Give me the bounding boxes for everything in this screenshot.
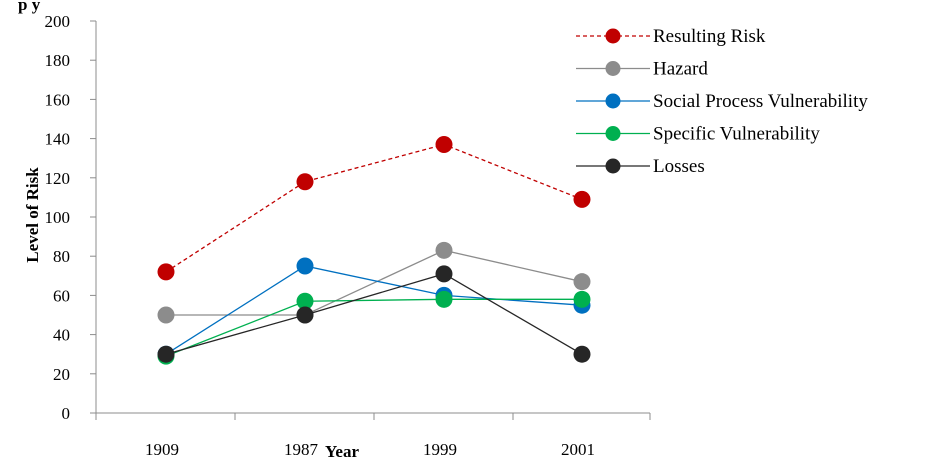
y-tick-label: 0 bbox=[62, 404, 71, 423]
data-point bbox=[435, 241, 453, 259]
x-axis: 1909 1987 1999 2001 bbox=[95, 412, 651, 459]
legend-label: Losses bbox=[653, 156, 705, 177]
y-tick-label: 180 bbox=[45, 51, 71, 70]
series-line bbox=[166, 249, 583, 316]
data-point bbox=[157, 345, 175, 363]
series-hazard bbox=[157, 241, 591, 324]
x-tick-label: 1999 bbox=[423, 440, 457, 459]
data-point bbox=[296, 257, 314, 275]
legend-marker bbox=[605, 126, 621, 141]
y-tick-label: 140 bbox=[45, 130, 71, 149]
legend-label: Specific Vulnerability bbox=[653, 124, 820, 145]
y-tick-label: 200 bbox=[45, 12, 71, 31]
y-tick-label: 160 bbox=[45, 90, 71, 109]
x-tick-label: 2001 bbox=[561, 440, 595, 459]
legend-marker bbox=[605, 158, 621, 174]
data-point bbox=[435, 135, 453, 153]
y-tick-label: 100 bbox=[45, 208, 71, 227]
y-tick-label: 60 bbox=[53, 286, 70, 305]
legend-marker bbox=[605, 61, 621, 76]
data-point bbox=[435, 290, 453, 308]
x-tick-label: 1909 bbox=[145, 440, 179, 459]
series-resulting-risk bbox=[157, 135, 591, 281]
series-line bbox=[165, 265, 583, 355]
series-losses bbox=[157, 265, 591, 363]
data-point bbox=[573, 345, 591, 363]
legend-item: Resulting Risk bbox=[576, 26, 766, 47]
data-point bbox=[296, 306, 314, 324]
y-tick-label: 120 bbox=[45, 169, 71, 188]
data-point bbox=[157, 263, 175, 281]
legend-label: Resulting Risk bbox=[653, 26, 766, 47]
series-line bbox=[165, 143, 583, 273]
data-point bbox=[573, 290, 591, 308]
series-specific-vulnerability bbox=[157, 290, 591, 365]
legend-item: Social Process Vulnerability bbox=[576, 91, 868, 112]
legend-item: Losses bbox=[576, 156, 705, 177]
y-tick-label: 40 bbox=[53, 326, 70, 345]
legend-label: Social Process Vulnerability bbox=[653, 91, 868, 112]
y-axis-title: Level of Risk bbox=[23, 167, 42, 263]
legend-label: Hazard bbox=[653, 59, 708, 80]
series-social-process-vulnerability bbox=[157, 257, 591, 363]
series-line bbox=[165, 298, 582, 357]
data-point bbox=[296, 292, 314, 310]
y-tick-label: 80 bbox=[53, 247, 70, 266]
legend-item: Hazard bbox=[576, 59, 708, 80]
y-axis: 0 20 40 60 80 100 120 140 160 180 200 bbox=[45, 12, 97, 423]
data-point bbox=[157, 306, 175, 324]
legend-item: Specific Vulnerability bbox=[576, 124, 820, 145]
legend-marker bbox=[605, 28, 621, 44]
y-tick-label: 20 bbox=[53, 365, 70, 384]
x-tick-label: 1987 bbox=[284, 440, 319, 459]
data-point bbox=[573, 190, 591, 208]
series-line bbox=[165, 273, 583, 355]
legend: Resulting Risk Hazard Social Process Vulne… bbox=[576, 26, 868, 177]
x-axis-title: Year bbox=[325, 442, 359, 461]
legend-marker bbox=[605, 93, 621, 109]
data-point bbox=[573, 273, 591, 291]
data-point bbox=[296, 173, 314, 191]
series-layer bbox=[157, 135, 591, 365]
clipped-title-fragment: p y bbox=[18, 0, 41, 14]
data-point bbox=[435, 265, 453, 283]
